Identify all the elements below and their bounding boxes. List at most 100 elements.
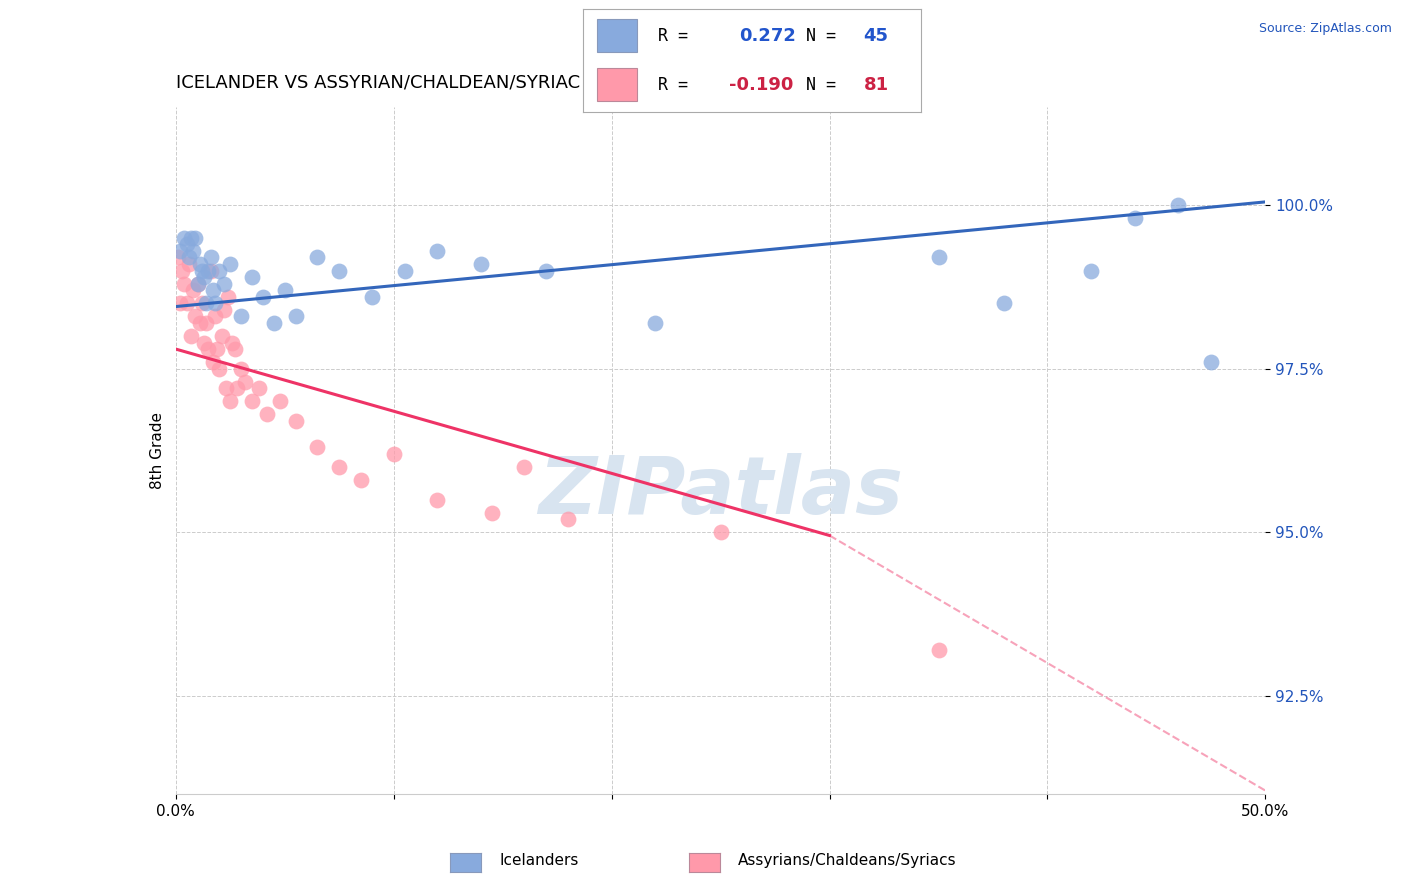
Point: [211, 329, 233, 343]
Point: [219, 394, 242, 409]
Point: [256, 408, 278, 422]
Point: [928, 643, 950, 657]
Point: [1123, 211, 1146, 226]
Point: [240, 394, 263, 409]
Text: Icelanders: Icelanders: [499, 854, 578, 868]
Point: [195, 296, 218, 310]
Point: [225, 381, 247, 395]
Point: [993, 296, 1015, 310]
Point: [307, 440, 329, 454]
Text: 81: 81: [863, 76, 889, 94]
Text: R =: R =: [658, 76, 688, 94]
Point: [173, 277, 195, 291]
Point: [167, 251, 190, 265]
Point: [274, 283, 297, 297]
Point: [204, 310, 226, 324]
Point: [186, 277, 209, 291]
Point: [200, 263, 222, 277]
Point: [1167, 198, 1189, 212]
Point: [188, 257, 211, 271]
Point: [173, 231, 195, 245]
Point: [710, 525, 733, 540]
Point: [240, 270, 263, 285]
Point: [644, 316, 666, 330]
Point: [180, 329, 202, 343]
Point: [181, 244, 204, 258]
Text: 0.272: 0.272: [738, 27, 796, 45]
Point: [184, 231, 207, 245]
Point: [224, 342, 246, 356]
Point: [191, 296, 214, 310]
Point: [361, 290, 384, 304]
Point: [186, 277, 209, 291]
Point: [188, 316, 211, 330]
Point: [200, 251, 222, 265]
Point: [219, 257, 242, 271]
Point: [284, 310, 307, 324]
Point: [195, 316, 218, 330]
Point: [208, 263, 231, 277]
Point: [176, 237, 198, 252]
Text: ZIPatlas: ZIPatlas: [538, 452, 903, 531]
Point: [201, 355, 224, 369]
Point: [231, 310, 253, 324]
Point: [928, 251, 950, 265]
Point: [426, 492, 449, 507]
Point: [212, 302, 235, 317]
Point: [172, 263, 194, 277]
Point: [208, 361, 231, 376]
Point: [169, 244, 191, 258]
Point: [235, 375, 257, 389]
FancyBboxPatch shape: [598, 19, 637, 52]
Point: [252, 290, 274, 304]
Point: [217, 290, 239, 304]
Point: [284, 414, 307, 428]
Point: [191, 263, 214, 277]
Point: [201, 283, 224, 297]
Point: [221, 335, 243, 350]
Text: N =: N =: [806, 27, 837, 45]
Point: [204, 296, 226, 310]
Point: [169, 296, 191, 310]
Point: [328, 263, 350, 277]
Y-axis label: 8th Grade: 8th Grade: [149, 412, 165, 489]
Point: [1080, 263, 1102, 277]
Point: [215, 381, 238, 395]
Text: 45: 45: [863, 27, 889, 45]
Point: [350, 473, 373, 487]
Point: [231, 361, 253, 376]
Point: [382, 447, 405, 461]
Point: [177, 257, 200, 271]
Point: [181, 283, 204, 297]
Point: [197, 342, 219, 356]
Point: [197, 263, 219, 277]
Point: [534, 263, 557, 277]
Point: [176, 296, 198, 310]
Point: [513, 459, 536, 474]
Point: [205, 342, 228, 356]
Text: R =: R =: [658, 27, 688, 45]
Point: [184, 310, 207, 324]
Point: [557, 512, 579, 526]
Point: [481, 506, 503, 520]
FancyBboxPatch shape: [598, 69, 637, 101]
Text: Source: ZipAtlas.com: Source: ZipAtlas.com: [1258, 22, 1392, 36]
Point: [307, 251, 329, 265]
Point: [1199, 355, 1222, 369]
Text: Assyrians/Chaldeans/Syriacs: Assyrians/Chaldeans/Syriacs: [738, 854, 956, 868]
Point: [328, 459, 350, 474]
Point: [394, 263, 416, 277]
Point: [269, 394, 291, 409]
Point: [193, 270, 215, 285]
Point: [263, 316, 285, 330]
Point: [247, 381, 270, 395]
Point: [180, 231, 202, 245]
Text: N =: N =: [806, 76, 837, 94]
Text: -0.190: -0.190: [728, 76, 793, 94]
Point: [212, 277, 235, 291]
Point: [470, 257, 492, 271]
Text: ICELANDER VS ASSYRIAN/CHALDEAN/SYRIAC 8TH GRADE CORRELATION CHART: ICELANDER VS ASSYRIAN/CHALDEAN/SYRIAC 8T…: [176, 74, 891, 92]
Point: [193, 335, 215, 350]
Point: [426, 244, 449, 258]
Point: [177, 251, 200, 265]
